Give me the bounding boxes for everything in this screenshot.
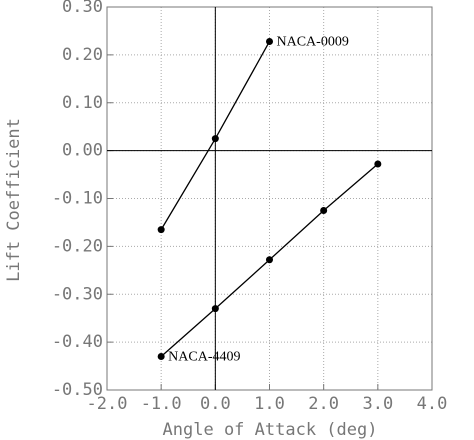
data-point [374,160,382,168]
x-tick-label: -1.0 [141,394,182,414]
x-tick-label: -2.0 [87,394,128,414]
series-label: NACA-4409 [168,350,240,365]
x-axis-label: Angle of Attack (deg) [163,420,378,440]
y-tick-label: -0.10 [52,189,103,209]
data-point [266,256,273,264]
y-tick-label: -0.50 [52,380,103,400]
series-label: NACA-0009 [277,35,349,50]
data-point [157,352,165,360]
plot-frame [106,6,433,391]
y-tick-label: -0.30 [52,284,103,304]
x-tick-label: 0.0 [200,394,231,414]
x-tick-label: 1.0 [254,394,285,414]
y-tick-label: 0.00 [62,141,103,161]
data-point [157,226,165,234]
y-tick-label: 0.20 [62,45,103,65]
x-tick-label: 3.0 [362,394,393,414]
data-point [266,37,273,45]
y-tick-label: -0.20 [52,236,103,256]
x-tick-label: 2.0 [308,394,339,414]
data-point [211,135,219,143]
y-tick-label: 0.30 [62,0,103,17]
y-axis-label: Lift Coefficient [4,118,24,282]
data-point [320,206,328,214]
data-point [211,305,219,313]
y-tick-label: 0.10 [62,93,103,113]
x-tick-label: 4.0 [417,394,448,414]
y-tick-label: -0.40 [52,332,103,352]
